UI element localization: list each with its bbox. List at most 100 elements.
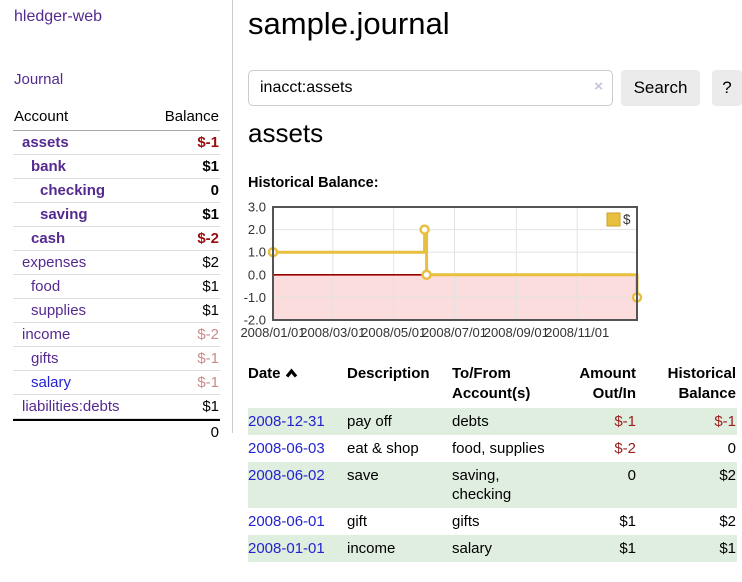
transaction-amount: 0 bbox=[627, 467, 636, 484]
transaction-balance: $-1 bbox=[714, 413, 736, 430]
account-link-food[interactable]: food bbox=[31, 278, 61, 295]
account-row-cash: cash $-2 bbox=[13, 227, 220, 251]
account-row-gifts: gifts $-1 bbox=[13, 347, 220, 371]
transaction-accounts: salary bbox=[452, 540, 493, 557]
account-link-assets[interactable]: assets bbox=[22, 134, 69, 151]
accounts-panel: Account Balance assets $-1 bank $1 check… bbox=[13, 105, 220, 444]
svg-text:3.0: 3.0 bbox=[248, 200, 266, 215]
register-header-row: Date Description To/From Account(s) Amou… bbox=[248, 360, 737, 408]
account-link-bank[interactable]: bank bbox=[31, 158, 67, 175]
help-button[interactable]: ? bbox=[712, 70, 742, 106]
account-balance: $1 bbox=[202, 398, 219, 415]
account-link-supplies[interactable]: supplies bbox=[31, 302, 87, 319]
register-row: 2008-06-02 save saving, checking 0 $2 bbox=[248, 462, 737, 508]
account-balance: $-1 bbox=[197, 134, 219, 151]
account-heading: assets bbox=[248, 118, 324, 148]
register-row: 2008-12-31 pay off debts $-1 $-1 bbox=[248, 408, 737, 435]
accounts-total-value: 0 bbox=[210, 424, 219, 441]
main-content: sample.journal × Search ? assets Histori… bbox=[240, 0, 742, 582]
historical-balance-chart: 3.0 2.0 1.0 0.0 -1.0 -2.0 2008/01/01 2008/03/01… bbox=[240, 199, 660, 345]
account-link-saving[interactable]: saving bbox=[40, 206, 88, 223]
account-row-income: income $-2 bbox=[13, 323, 220, 347]
transaction-description: save bbox=[347, 467, 379, 484]
svg-text:$: $ bbox=[623, 212, 631, 227]
account-row-checking: checking 0 bbox=[13, 179, 220, 203]
chart-canvas: 3.0 2.0 1.0 0.0 -1.0 -2.02008/01/012008/03/01… bbox=[240, 200, 643, 340]
transaction-date-link[interactable]: 2008-06-02 bbox=[248, 467, 325, 484]
transaction-description: eat & shop bbox=[347, 440, 419, 457]
transaction-balance: $2 bbox=[719, 467, 736, 484]
accounts-total-row: 0 bbox=[13, 419, 220, 444]
account-balance: $1 bbox=[202, 206, 219, 223]
transaction-balance: 0 bbox=[727, 440, 736, 457]
account-row-salary: salary $-1 bbox=[13, 371, 220, 395]
transaction-accounts: food, supplies bbox=[452, 440, 545, 457]
app-brand-link[interactable]: hledger-web bbox=[14, 8, 103, 25]
transaction-date-link[interactable]: 2008-12-31 bbox=[248, 413, 325, 430]
accounts-header-balance: Balance bbox=[164, 108, 219, 125]
svg-text:2008/07/01: 2008/07/01 bbox=[422, 325, 487, 340]
register-header-date[interactable]: Date bbox=[248, 360, 347, 408]
account-balance: $1 bbox=[202, 278, 219, 295]
search-input-wrap: × bbox=[248, 70, 613, 106]
svg-text:0.0: 0.0 bbox=[248, 267, 266, 282]
sort-ascending-icon bbox=[285, 364, 298, 384]
account-row-bank: bank $1 bbox=[13, 155, 220, 179]
transaction-date-link[interactable]: 2008-06-03 bbox=[248, 440, 325, 457]
register-header-accounts: To/From Account(s) bbox=[452, 365, 531, 402]
page-title: sample.journal bbox=[248, 6, 450, 41]
account-link-cash[interactable]: cash bbox=[31, 230, 66, 247]
account-balance: 0 bbox=[210, 182, 219, 199]
account-balance: $-2 bbox=[197, 326, 219, 343]
sidebar-item-journal[interactable]: Journal bbox=[14, 71, 64, 88]
transaction-amount: $1 bbox=[619, 513, 636, 530]
svg-text:2008/01/01: 2008/01/01 bbox=[240, 325, 305, 340]
account-link-salary[interactable]: salary bbox=[31, 374, 72, 391]
account-balance: $1 bbox=[202, 302, 219, 319]
register-table: Date Description To/From Account(s) Amou… bbox=[248, 360, 737, 562]
transaction-amount: $1 bbox=[619, 540, 636, 557]
account-link-income[interactable]: income bbox=[22, 326, 71, 343]
account-row-supplies: supplies $1 bbox=[13, 299, 220, 323]
account-row-food: food $1 bbox=[13, 275, 220, 299]
svg-text:1.0: 1.0 bbox=[248, 245, 266, 260]
transaction-accounts: saving, checking bbox=[452, 467, 512, 503]
register-row: 2008-01-01 income salary $1 $1 bbox=[248, 535, 737, 562]
transaction-balance: $1 bbox=[719, 540, 736, 557]
account-row-assets: assets $-1 bbox=[13, 131, 220, 155]
account-link-liabilities-debts[interactable]: liabilities:debts bbox=[22, 398, 120, 415]
transaction-description: pay off bbox=[347, 413, 392, 430]
register-row: 2008-06-01 gift gifts $1 $2 bbox=[248, 508, 737, 535]
svg-text:2008/05/01: 2008/05/01 bbox=[361, 325, 426, 340]
account-balance: $2 bbox=[202, 254, 219, 271]
register-header-balance: Historical Balance bbox=[667, 365, 736, 402]
clear-search-icon[interactable]: × bbox=[594, 78, 603, 95]
account-balance: $-1 bbox=[197, 350, 219, 367]
svg-text:2008/03/01: 2008/03/01 bbox=[300, 325, 365, 340]
svg-text:2008/09/01: 2008/09/01 bbox=[484, 325, 549, 340]
account-link-expenses[interactable]: expenses bbox=[22, 254, 87, 271]
register-header-amount: Amount Out/In bbox=[579, 365, 636, 402]
svg-text:-1.0: -1.0 bbox=[244, 290, 266, 305]
transaction-balance: $2 bbox=[719, 513, 736, 530]
register-row: 2008-06-03 eat & shop food, supplies $-2… bbox=[248, 435, 737, 462]
account-row-liabilities-debts: liabilities:debts $1 bbox=[13, 395, 220, 419]
transaction-amount: $-1 bbox=[614, 413, 636, 430]
sidebar: hledger-web Journal Account Balance asse… bbox=[0, 0, 233, 441]
transaction-description: income bbox=[347, 540, 396, 557]
svg-text:-2.0: -2.0 bbox=[244, 313, 266, 328]
search-form: × Search ? bbox=[248, 70, 742, 106]
transaction-accounts: gifts bbox=[452, 513, 480, 530]
account-row-saving: saving $1 bbox=[13, 203, 220, 227]
account-link-gifts[interactable]: gifts bbox=[31, 350, 59, 367]
account-link-checking[interactable]: checking bbox=[40, 182, 106, 199]
transaction-date-link[interactable]: 2008-06-01 bbox=[248, 513, 325, 530]
accounts-header-account: Account bbox=[14, 108, 69, 125]
svg-text:2008/11/01: 2008/11/01 bbox=[545, 325, 609, 340]
search-button[interactable]: Search bbox=[621, 70, 700, 106]
account-row-expenses: expenses $2 bbox=[13, 251, 220, 275]
transaction-date-link[interactable]: 2008-01-01 bbox=[248, 540, 325, 557]
search-input[interactable] bbox=[248, 70, 613, 106]
transaction-description: gift bbox=[347, 513, 368, 530]
register-header-description: Description bbox=[347, 365, 430, 382]
